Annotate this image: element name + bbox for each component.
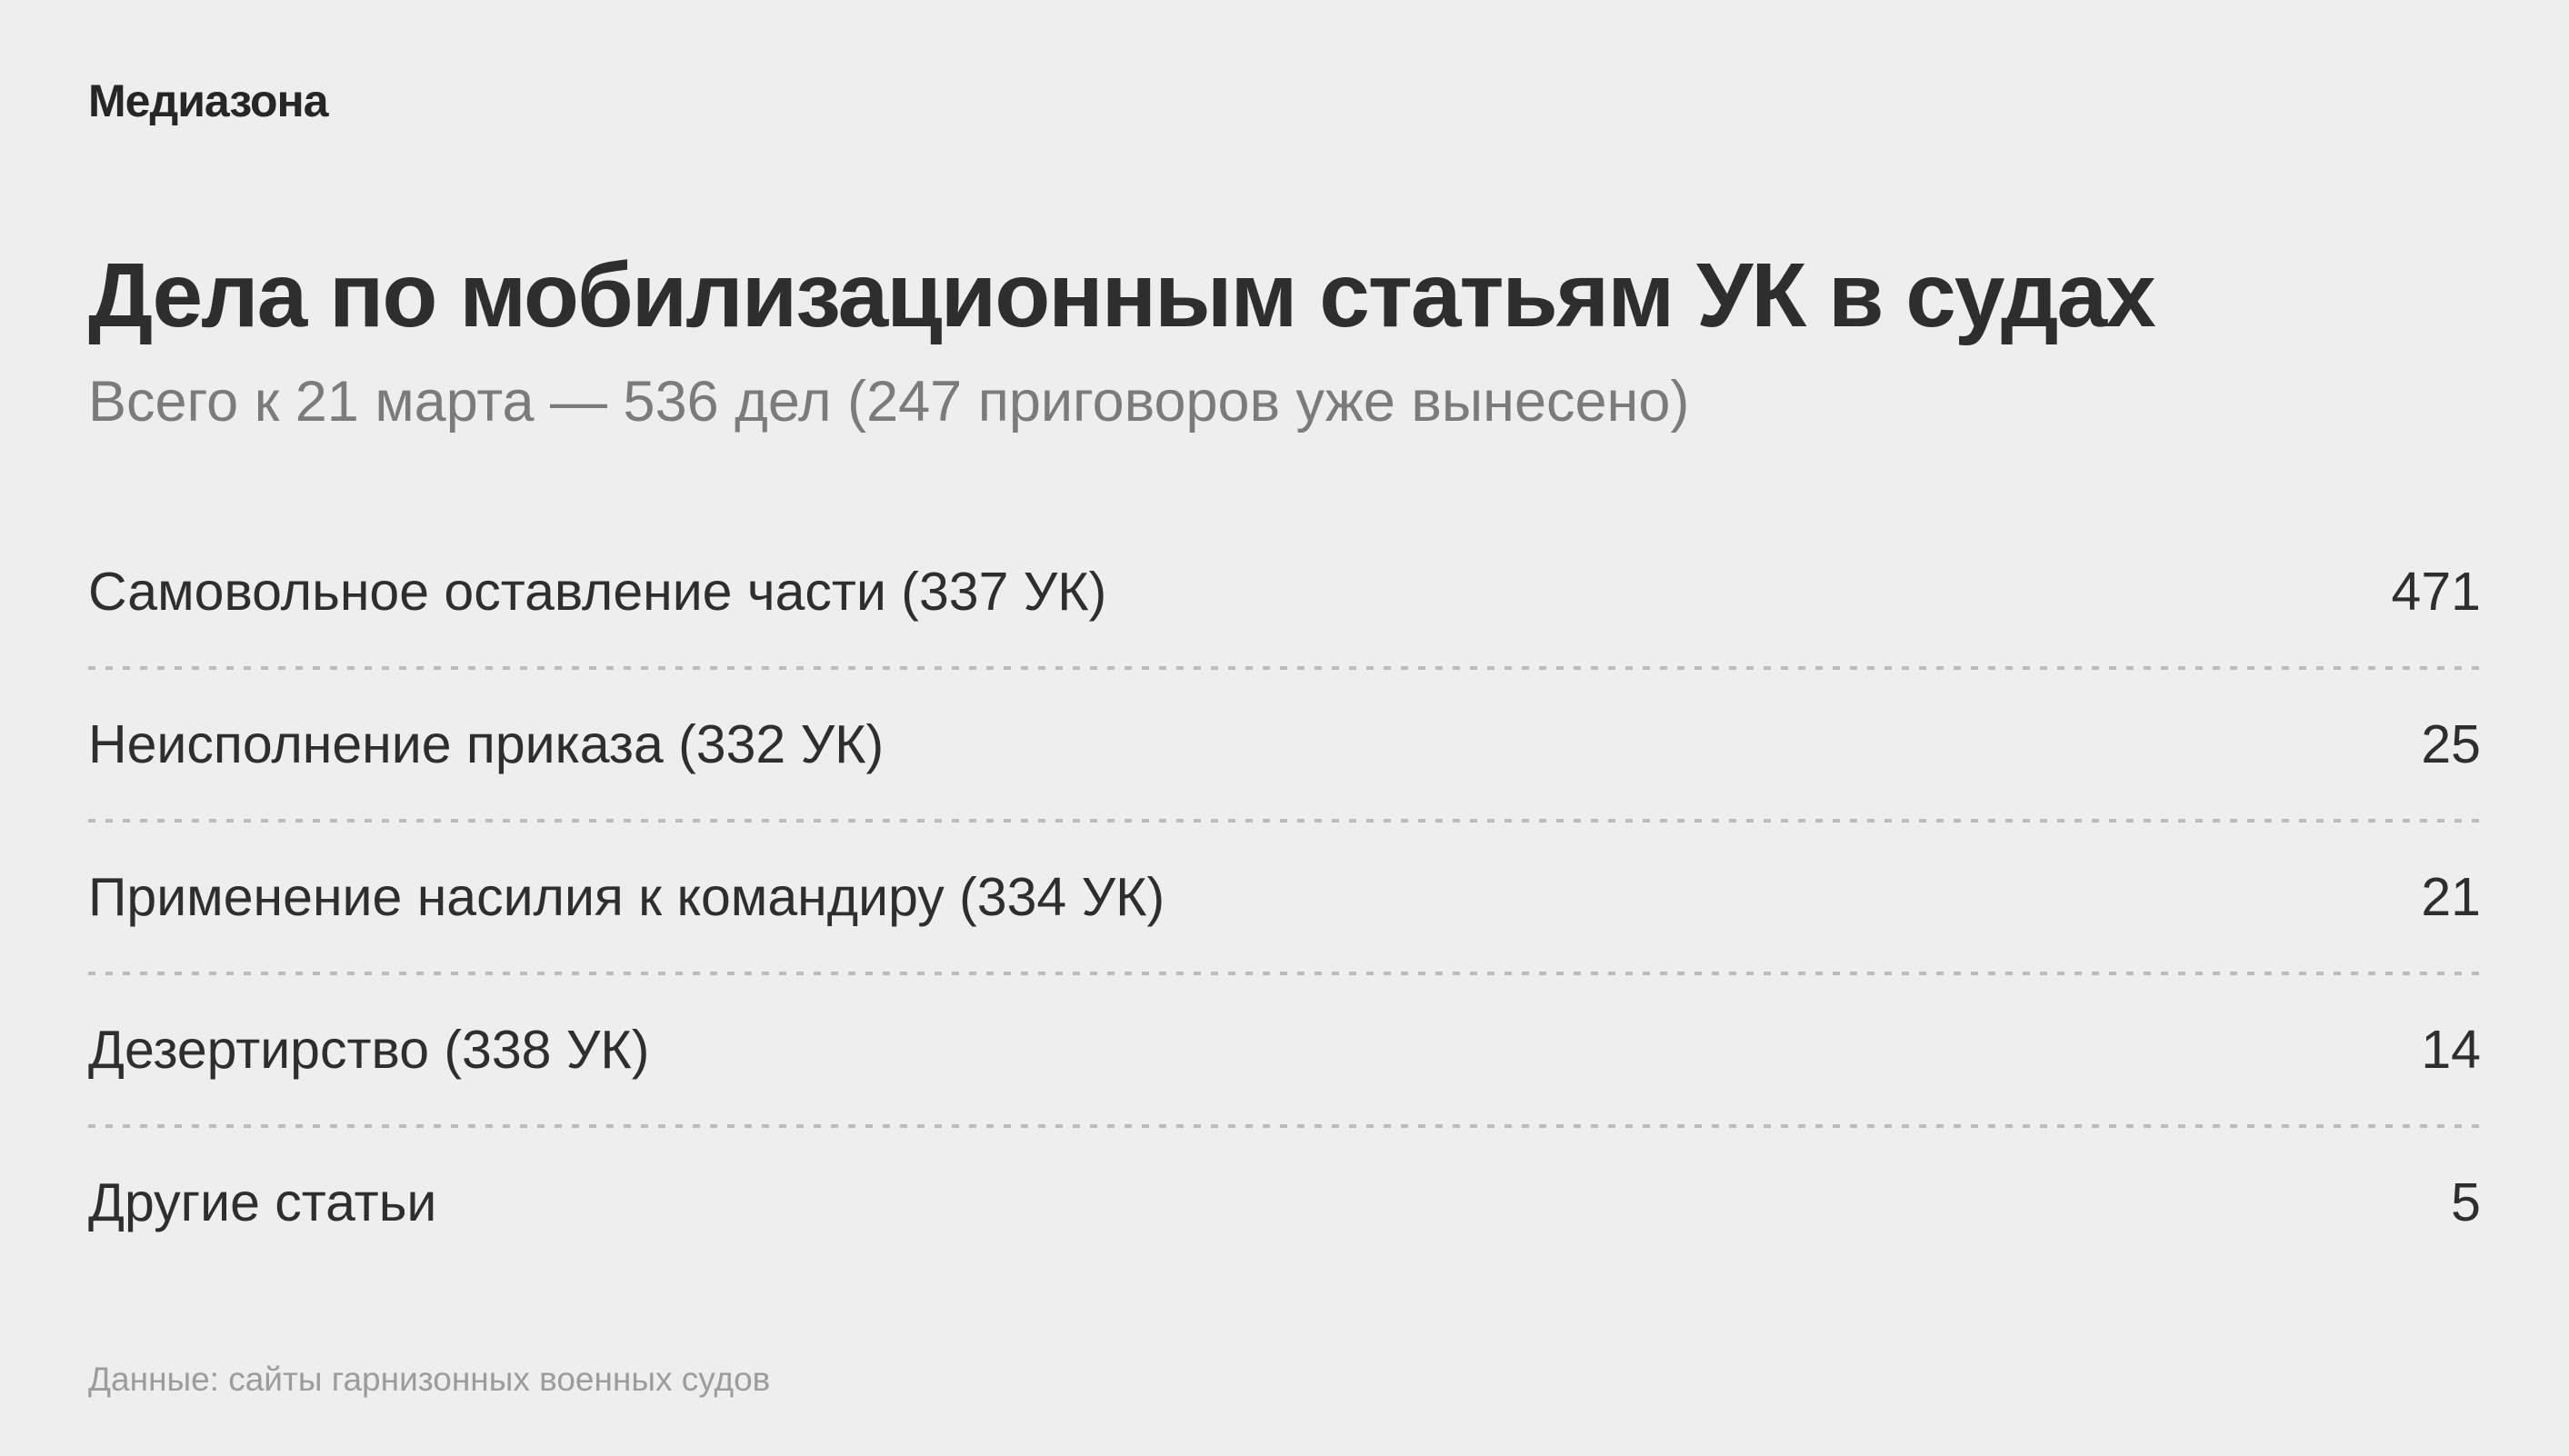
case-article-label: Применение насилия к командиру (334 УК) [88,866,1165,927]
cases-table: Самовольное оставление части (337 УК) 471… [88,517,2481,1277]
case-count-value: 25 [2421,713,2481,774]
case-article-label: Дезертирство (338 УК) [88,1019,650,1080]
case-count-value: 14 [2421,1019,2481,1080]
case-article-label: Неисполнение приказа (332 УК) [88,713,885,774]
case-count-value: 5 [2451,1172,2481,1232]
table-row: Применение насилия к командиру (334 УК) 2… [88,823,2481,972]
case-count-value: 471 [2391,561,2481,622]
data-source-note: Данные: сайты гарнизонных военных судов [88,1360,771,1398]
table-row: Неисполнение приказа (332 УК) 25 [88,670,2481,819]
case-article-label: Другие статьи [88,1172,437,1232]
case-count-value: 21 [2421,866,2481,927]
page-subtitle: Всего к 21 марта — 536 дел (247 приговор… [88,370,1690,434]
dotted-divider [88,665,2481,670]
case-article-label: Самовольное оставление части (337 УК) [88,561,1107,622]
table-row: Дезертирство (338 УК) 14 [88,975,2481,1124]
dotted-divider [88,818,2481,823]
mediazona-logo: Медиазона [88,75,329,126]
table-row: Самовольное оставление части (337 УК) 471 [88,517,2481,666]
dotted-divider [88,1123,2481,1128]
dotted-divider [88,971,2481,975]
page-title: Дела по мобилизационным статьям УК в суд… [88,244,2156,346]
table-row: Другие статьи 5 [88,1128,2481,1277]
